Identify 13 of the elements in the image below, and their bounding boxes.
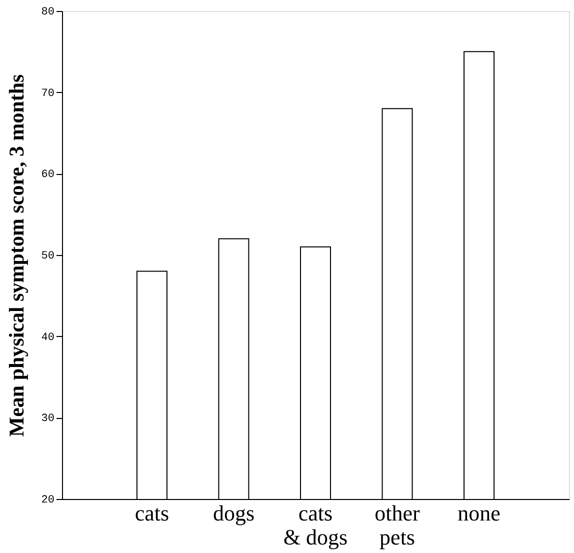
x-tick-label: none — [458, 500, 500, 526]
y-tick-label: 50 — [41, 250, 54, 262]
y-tick-label: 70 — [41, 88, 54, 100]
x-tick-label: cats & dogs — [283, 500, 348, 550]
y-tick-label: 60 — [41, 169, 54, 182]
x-tick-label: other pets — [374, 500, 421, 550]
y-tick-label: 30 — [41, 413, 54, 426]
x-tick-label: dogs — [212, 500, 255, 526]
y-axis-title: Mean physical symptom score, 3 months — [4, 74, 28, 437]
y-tick-label: 40 — [41, 332, 54, 344]
x-tick-label: cats — [134, 500, 170, 526]
y-tick-label: 20 — [41, 494, 54, 506]
y-tick-label: 80 — [41, 6, 54, 18]
